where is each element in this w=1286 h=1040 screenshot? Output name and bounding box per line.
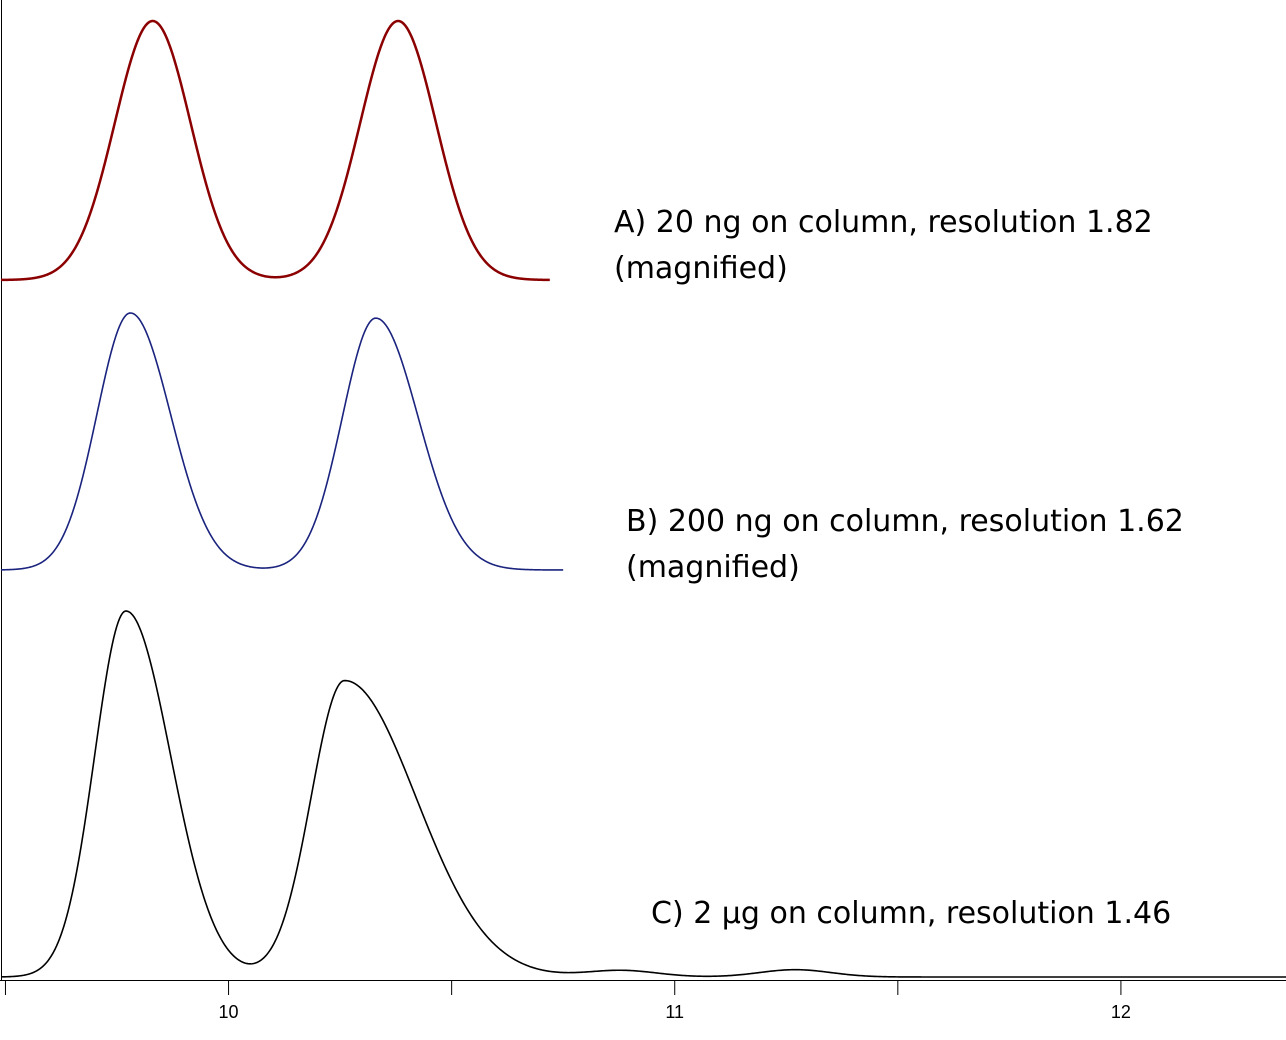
x-tick-label-5: 12 (1111, 1002, 1131, 1022)
chromatogram-traces (0, 19, 1286, 978)
x-axis-ticks: 10 11 12 (4, 981, 1131, 1022)
series-c (0, 610, 1286, 978)
series-a (0, 19, 551, 282)
series-b (0, 312, 564, 571)
x-tick-label-3: 11 (665, 1002, 684, 1022)
series-b-line (0, 312, 564, 571)
annotation-c-line1: C) 2 µg on column, resolution 1.46 (651, 896, 1171, 931)
x-tick-label-1: 10 (219, 1002, 239, 1022)
series-c-line (0, 610, 1286, 978)
annotation-a-line2: (magnified) (614, 251, 788, 286)
annotation-b-line1: B) 200 ng on column, resolution 1.62 (626, 504, 1184, 539)
annotation-a-line1: A) 20 ng on column, resolution 1.82 (614, 205, 1153, 240)
series-a-line (0, 19, 551, 282)
annotation-b-line2: (magnified) (626, 550, 800, 585)
